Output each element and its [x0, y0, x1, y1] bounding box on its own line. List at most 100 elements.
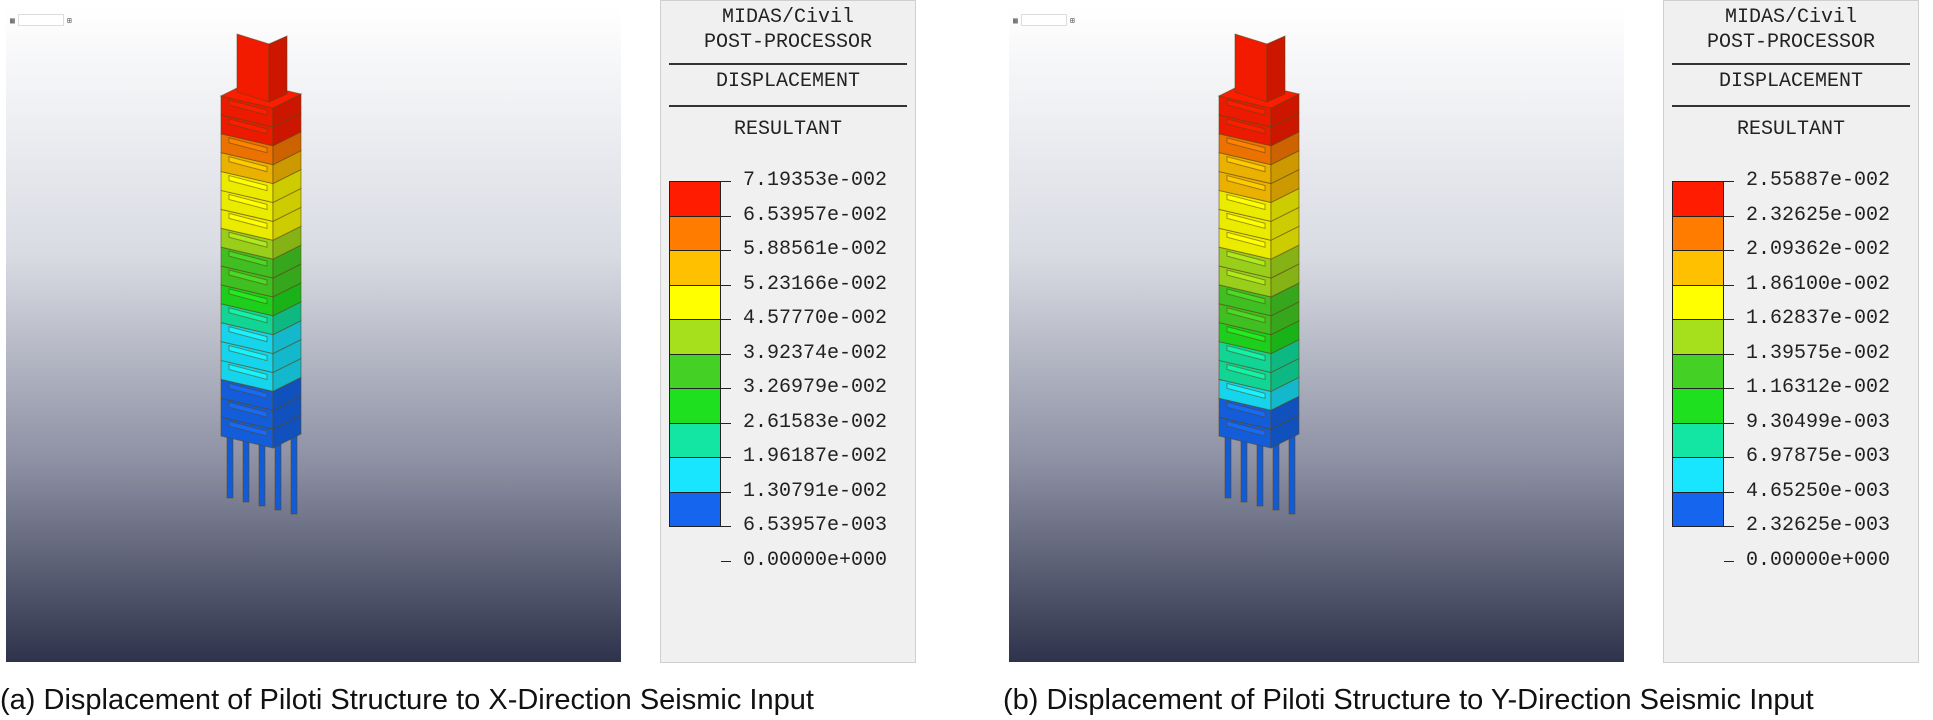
- floor-slab: [1226, 326, 1266, 343]
- legend-divider: [669, 63, 907, 65]
- legend-value: 6.53957e-002: [743, 203, 888, 227]
- floor-slab: [1226, 420, 1266, 437]
- floor-slab: [228, 174, 268, 192]
- legend-swatch: [669, 181, 721, 217]
- legend-result-type: DISPLACEMENT: [1718, 70, 1864, 93]
- legend-value: 2.32625e-003: [1746, 514, 1891, 537]
- legend-swatch: [1672, 319, 1724, 355]
- legend-tick: [721, 422, 731, 424]
- legend-swatch: [1672, 353, 1724, 389]
- legend-title-line2: POST-PROCESSOR: [703, 31, 873, 54]
- legend-swatch: [669, 491, 721, 527]
- figure-caption: (a) Displacement of Piloti Structure to …: [0, 684, 814, 716]
- legend-component: RESULTANT: [1736, 118, 1846, 141]
- legend-title-line1: MIDAS/Civil: [1724, 6, 1858, 29]
- floor-slab: [228, 118, 268, 135]
- legend-title-line1: MIDAS/Civil: [721, 6, 855, 29]
- penthouse: [236, 33, 270, 103]
- legend-tick: [1724, 319, 1734, 320]
- floor-slab: [228, 420, 268, 437]
- floor-slab: [1226, 401, 1266, 418]
- grid-icon[interactable]: ▦: [10, 15, 15, 25]
- pin-icon[interactable]: ⊞: [66, 15, 72, 25]
- legend-value: 4.57770e-002: [743, 307, 888, 330]
- floor-slab: [228, 344, 268, 362]
- legend-value: 1.39575e-002: [1746, 341, 1891, 365]
- legend-tick: [721, 284, 731, 286]
- legend-swatch: [669, 284, 721, 320]
- legend-value: 1.30791e-002: [743, 479, 888, 503]
- floor-slab: [1226, 382, 1266, 399]
- floor-slab: [1226, 250, 1266, 267]
- view-box[interactable]: [1020, 14, 1067, 26]
- floor-slab: [1226, 363, 1266, 381]
- legend-tick: [721, 560, 731, 562]
- model-viewport[interactable]: ▦ ⊞: [6, 6, 621, 662]
- legend-tick: [1724, 491, 1734, 493]
- floor-slab: [228, 363, 268, 381]
- legend-tick: [1724, 526, 1734, 527]
- legend-value: 0.00000e+000: [743, 548, 888, 572]
- legend-swatch: [669, 250, 721, 286]
- legend-tick: [1724, 250, 1734, 251]
- piloti-column: [290, 431, 298, 515]
- floor-slab: [228, 326, 268, 343]
- pin-icon[interactable]: ⊞: [1069, 15, 1075, 25]
- legend-value: 4.65250e-003: [1746, 479, 1891, 503]
- penthouse: [1266, 35, 1286, 103]
- legend-component: RESULTANT: [733, 118, 843, 141]
- legend-swatch: [1672, 491, 1724, 527]
- legend-swatch: [669, 388, 721, 424]
- view-toolbar: ▦ ⊞: [10, 14, 72, 26]
- contour-legend: MIDAS/Civil POST-PROCESSOR DISPLACEMENT …: [660, 0, 916, 663]
- legend-divider: [669, 105, 907, 107]
- view-box[interactable]: [17, 14, 64, 26]
- legend-value: 2.55887e-002: [1746, 169, 1891, 192]
- legend-swatch: [1672, 215, 1724, 251]
- floor-slab: [1226, 288, 1266, 305]
- legend-value: 1.62837e-002: [1746, 307, 1891, 330]
- floor-slab: [228, 288, 268, 305]
- penthouse: [268, 35, 288, 103]
- legend-swatch: [1672, 250, 1724, 286]
- legend-value: 2.61583e-002: [743, 410, 888, 434]
- floor-slab: [1226, 137, 1266, 154]
- floor-slab: [1226, 231, 1266, 248]
- legend-tick: [721, 491, 731, 493]
- structure-contour-model: [219, 33, 303, 515]
- legend-value: 6.97875e-003: [1746, 445, 1891, 468]
- floor-slab: [228, 99, 268, 116]
- legend-tick: [721, 457, 731, 458]
- legend-value: 6.53957e-003: [743, 514, 888, 537]
- legend-swatch: [669, 319, 721, 355]
- legend-tick: [721, 353, 731, 355]
- legend-value: 5.23166e-002: [743, 272, 888, 296]
- legend-tick: [721, 388, 731, 389]
- legend-swatch: [669, 215, 721, 251]
- legend-tick: [1724, 181, 1734, 182]
- legend-tick: [1724, 457, 1734, 458]
- legend-tick: [1724, 422, 1734, 424]
- legend-value: 5.88561e-002: [743, 238, 888, 261]
- legend-tick: [1724, 215, 1734, 217]
- floor-slab: [228, 212, 268, 229]
- grid-icon[interactable]: ▦: [1013, 15, 1018, 25]
- figure-caption: (b) Displacement of Piloti Structure to …: [1003, 684, 1814, 716]
- legend-swatch: [669, 457, 721, 493]
- view-toolbar: ▦ ⊞: [1013, 14, 1075, 26]
- model-viewport[interactable]: ▦ ⊞: [1009, 6, 1624, 662]
- legend-value: 1.16312e-002: [1746, 376, 1891, 399]
- legend-tick: [1724, 388, 1734, 389]
- floor-slab: [1226, 307, 1266, 324]
- floor-slab: [1226, 193, 1266, 211]
- floor-slab: [228, 231, 268, 248]
- floor-slab: [1226, 344, 1266, 362]
- legend-tick: [1724, 560, 1734, 562]
- floor-slab: [1226, 118, 1266, 135]
- floor-slab: [228, 269, 268, 286]
- legend-value: 9.30499e-003: [1746, 410, 1891, 434]
- legend-value: 1.96187e-002: [743, 445, 888, 468]
- floor-slab: [228, 401, 268, 418]
- legend-tick: [721, 181, 731, 182]
- floor-slab: [1226, 174, 1266, 192]
